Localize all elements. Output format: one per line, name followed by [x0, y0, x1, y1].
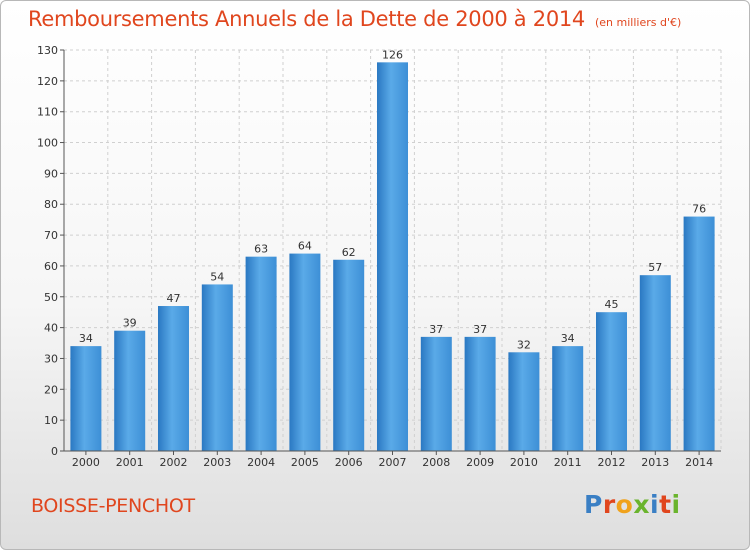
bar	[683, 216, 715, 451]
logo-letter: r	[602, 490, 616, 519]
x-tick-label: 2002	[160, 456, 188, 469]
bar	[596, 312, 627, 451]
bar-value-label: 57	[648, 261, 662, 274]
bar-value-label: 34	[561, 332, 575, 345]
bar-value-label: 54	[210, 270, 224, 283]
x-tick-label: 2008	[422, 456, 450, 469]
y-tick-label: 50	[44, 291, 58, 304]
y-tick-label: 130	[37, 44, 58, 57]
bar-value-label: 62	[342, 246, 356, 259]
bar-value-label: 76	[692, 203, 706, 216]
bar	[420, 336, 452, 451]
x-tick-label: 2007	[379, 456, 407, 469]
logo-letter: P	[584, 490, 603, 519]
bar	[552, 346, 584, 451]
logo-letter: t	[659, 490, 672, 519]
bar	[639, 275, 671, 451]
x-tick-label: 2006	[335, 456, 363, 469]
x-tick-label: 2010	[510, 456, 538, 469]
bar-value-label: 63	[254, 243, 268, 256]
bar-value-label: 32	[517, 338, 531, 351]
bar	[333, 259, 365, 451]
bar-value-label: 37	[429, 323, 443, 336]
town-name: BOISSE-PENCHOT	[31, 495, 195, 517]
y-tick-label: 110	[37, 106, 58, 119]
bar-value-label: 34	[79, 332, 93, 345]
x-tick-label: 2000	[72, 456, 100, 469]
bar-value-label: 64	[298, 240, 312, 253]
logo-letter: i	[650, 490, 660, 519]
x-tick-label: 2014	[685, 456, 713, 469]
bar	[464, 336, 496, 451]
y-tick-label: 120	[37, 75, 58, 88]
y-tick-label: 20	[44, 383, 58, 396]
proxiti-logo: Proxiti	[584, 490, 681, 519]
axis-layer: 0 10 20 30 40 50 60 70 80 90 100 110 120 130 2000 2001 2…	[37, 44, 721, 469]
logo-letter: i	[671, 490, 681, 519]
y-tick-label: 0	[51, 445, 58, 458]
chart-title-block: Remboursements Annuels de la Dette de 20…	[28, 7, 681, 31]
bar-layer: 34 39 47 54 63 64 62 126 37 37 32 34 45 57 76	[70, 48, 715, 451]
x-tick-label: 2001	[116, 456, 144, 469]
bar	[289, 253, 321, 451]
bar-value-label: 47	[167, 292, 181, 305]
chart-title: Remboursements Annuels de la Dette de 20…	[28, 7, 585, 31]
bar	[377, 62, 408, 451]
y-tick-label: 90	[44, 167, 58, 180]
bar	[245, 256, 277, 451]
bar	[201, 284, 233, 451]
y-tick-label: 60	[44, 260, 58, 273]
x-tick-label: 2011	[554, 456, 582, 469]
bar	[114, 330, 146, 451]
bar-value-label: 45	[605, 298, 619, 311]
x-tick-label: 2005	[291, 456, 319, 469]
y-tick-label: 30	[44, 352, 58, 365]
x-tick-label: 2009	[466, 456, 494, 469]
chart-subtitle: (en milliers d'€)	[595, 16, 682, 29]
logo-letter: o	[615, 490, 634, 519]
bar-value-label: 126	[382, 48, 403, 61]
bar-value-label: 39	[123, 317, 137, 330]
x-tick-label: 2003	[203, 456, 231, 469]
y-tick-label: 10	[44, 414, 58, 427]
bar	[70, 346, 102, 451]
x-tick-label: 2004	[247, 456, 275, 469]
bar	[158, 306, 189, 451]
y-tick-label: 80	[44, 198, 58, 211]
x-tick-label: 2012	[598, 456, 626, 469]
x-tick-label: 2013	[641, 456, 669, 469]
logo-letter: x	[633, 490, 650, 519]
y-tick-label: 70	[44, 229, 58, 242]
bar-value-label: 37	[473, 323, 487, 336]
bar	[508, 352, 540, 451]
y-tick-label: 40	[44, 322, 58, 335]
y-tick-label: 100	[37, 137, 58, 150]
